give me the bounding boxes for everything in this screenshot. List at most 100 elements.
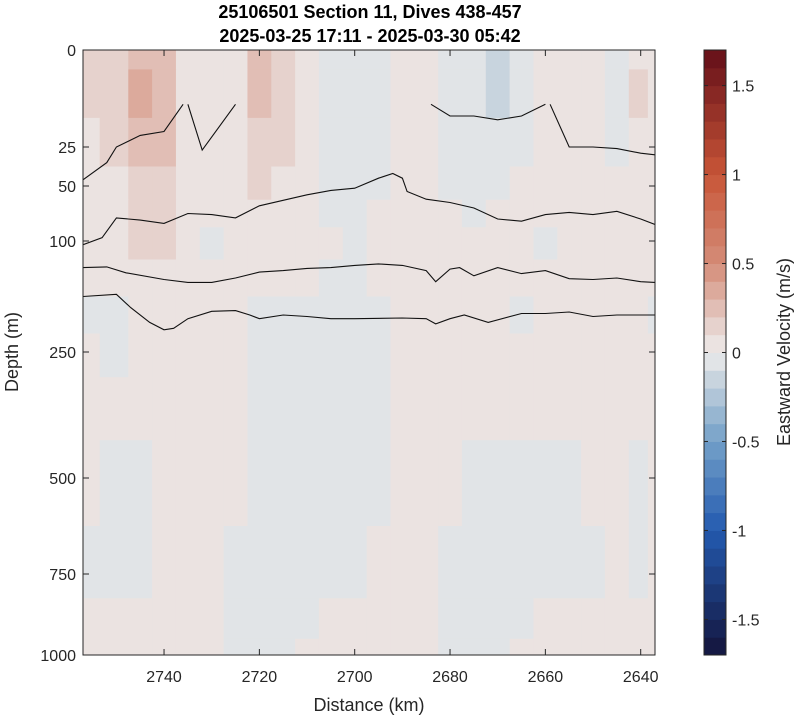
colorbar-swatch bbox=[704, 227, 726, 247]
contour-line bbox=[83, 172, 655, 246]
heatmap-cell bbox=[318, 227, 344, 261]
heatmap-cell bbox=[99, 259, 129, 298]
heatmap-cell bbox=[485, 598, 511, 640]
heatmap-cell bbox=[175, 638, 201, 655]
heatmap-cell bbox=[390, 69, 415, 119]
heatmap-cell bbox=[414, 638, 439, 655]
heatmap-cell bbox=[128, 117, 153, 168]
contour-line bbox=[83, 293, 655, 331]
heatmap-cell bbox=[581, 638, 606, 655]
heatmap-cell bbox=[295, 598, 320, 640]
y-axis: 0 25 50 100 250 500 750 1000 bbox=[40, 43, 655, 665]
heatmap-cell bbox=[647, 259, 655, 298]
heatmap-cell bbox=[533, 526, 558, 599]
heatmap-cell bbox=[414, 598, 439, 640]
heatmap-cell bbox=[318, 166, 344, 201]
heatmap-cell bbox=[99, 377, 129, 441]
heatmap-cell bbox=[152, 117, 177, 168]
colorbar-swatch bbox=[704, 441, 726, 460]
heatmap-cell bbox=[247, 638, 272, 655]
heatmap-cell bbox=[628, 199, 649, 228]
colorbar-tick-label: -1 bbox=[732, 523, 746, 540]
contour-line bbox=[83, 263, 655, 283]
colorbar-swatch bbox=[704, 548, 726, 567]
heatmap-cell bbox=[342, 296, 368, 335]
colorbar-swatch bbox=[704, 334, 726, 353]
heatmap-cell bbox=[438, 227, 463, 261]
heatmap-cell bbox=[485, 377, 511, 441]
heatmap-cell bbox=[509, 638, 535, 655]
heatmap-cell bbox=[628, 526, 649, 599]
colorbar-axis: -1.5 -1 -0.5 0 0.5 1 1.5 bbox=[704, 79, 760, 629]
heatmap-cell bbox=[438, 166, 463, 201]
heatmap-cell bbox=[199, 638, 225, 655]
heatmap-cell bbox=[271, 526, 296, 599]
heatmap-cell bbox=[83, 333, 101, 378]
heatmap-cell bbox=[342, 377, 368, 441]
colorbar-swatch bbox=[704, 352, 726, 371]
heatmap-cell bbox=[533, 166, 558, 201]
heatmap-cell bbox=[461, 69, 487, 119]
heatmap-cell bbox=[199, 526, 225, 599]
heatmap-cell bbox=[175, 333, 201, 378]
heatmap-cell bbox=[533, 69, 558, 119]
heatmap-cell bbox=[509, 166, 535, 201]
heatmap-cell bbox=[366, 199, 392, 228]
heatmap-cell bbox=[223, 526, 249, 599]
colorbar-swatch bbox=[704, 174, 726, 193]
heatmap-cell bbox=[604, 598, 630, 640]
heatmap-cell bbox=[271, 117, 296, 168]
heatmap-cell bbox=[271, 638, 296, 655]
heatmap-cell bbox=[647, 333, 655, 378]
heatmap-cell bbox=[533, 117, 558, 168]
heatmap-cell bbox=[342, 638, 368, 655]
heatmap-cell bbox=[647, 117, 655, 168]
heatmap-cell bbox=[99, 199, 129, 228]
heatmap-cell bbox=[83, 440, 101, 527]
heatmap-cell bbox=[414, 333, 439, 378]
heatmap-cell bbox=[390, 638, 415, 655]
heatmap-cell bbox=[647, 166, 655, 201]
heatmap-cell bbox=[199, 296, 225, 335]
y-tick-label: 250 bbox=[49, 345, 76, 362]
heatmap-cell bbox=[438, 69, 463, 119]
heatmap-cell bbox=[533, 638, 558, 655]
heatmap-cell bbox=[438, 598, 463, 640]
y-tick-label: 100 bbox=[49, 234, 76, 251]
colorbar-swatch bbox=[704, 245, 726, 265]
heatmap-cell bbox=[533, 333, 558, 378]
heatmap-cell bbox=[152, 296, 177, 335]
heatmap-cell bbox=[271, 166, 296, 201]
heatmap-cell bbox=[128, 227, 153, 261]
heatmap-cell bbox=[295, 69, 320, 119]
heatmap-cell bbox=[223, 333, 249, 378]
heatmap-cell bbox=[342, 440, 368, 527]
heatmap-cell bbox=[271, 69, 296, 119]
x-tick-label: 2700 bbox=[337, 669, 373, 686]
heatmap-cell bbox=[128, 377, 153, 441]
heatmap-cell bbox=[318, 333, 344, 378]
heatmap-cell bbox=[647, 199, 655, 228]
chart-title: 25106501 Section 11, Dives 438-457 bbox=[218, 2, 521, 22]
colorbar-swatch bbox=[704, 637, 726, 656]
y-tick-label: 1000 bbox=[40, 648, 76, 665]
heatmap-cell bbox=[295, 526, 320, 599]
heatmap-cell bbox=[604, 526, 630, 599]
heatmap-cell bbox=[271, 227, 296, 261]
heatmap-cell bbox=[485, 526, 511, 599]
velocity-field bbox=[83, 50, 655, 655]
heatmap-cell bbox=[366, 296, 392, 335]
heatmap-cell bbox=[414, 259, 439, 298]
heatmap-cell bbox=[83, 117, 101, 168]
heatmap-cell bbox=[461, 377, 487, 441]
x-tick-label: 2740 bbox=[146, 669, 182, 686]
heatmap-cell bbox=[366, 333, 392, 378]
x-tick-label: 2720 bbox=[242, 669, 278, 686]
heatmap-cell bbox=[366, 259, 392, 298]
heatmap-cell bbox=[83, 296, 101, 335]
heatmap-cell bbox=[509, 69, 535, 119]
colorbar-tick-label: 1 bbox=[732, 168, 741, 185]
heatmap-cell bbox=[485, 117, 511, 168]
colorbar-swatch bbox=[704, 156, 726, 176]
